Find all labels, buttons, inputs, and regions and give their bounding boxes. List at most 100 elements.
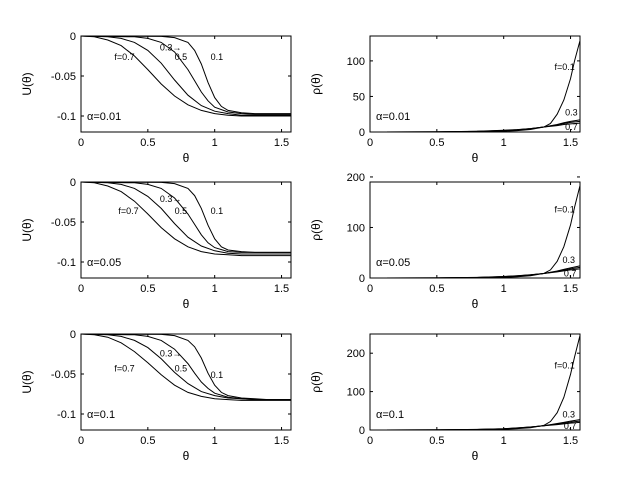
series-line [80,333,291,401]
curve-annotation: 0.1 [211,52,224,62]
x-tick-label: 0 [367,435,373,447]
x-tick-label: 1.5 [563,137,578,149]
curve-annotation: 0.3→ [160,42,182,52]
y-tick-label: -0.05 [51,71,76,83]
plot-frame [80,333,292,431]
series-line [369,421,580,431]
x-tick-label: 1 [212,435,218,447]
x-tick-label: 1.5 [274,283,289,295]
y-tick-label: 0 [359,425,365,437]
curve-annotation: 0.5 [175,52,188,62]
curve-annotation: 0.5 [175,206,188,216]
x-tick-label: 0.5 [429,283,444,295]
y-tick-label: 0 [70,329,76,341]
chart-u-alpha-0.01: 0 0.5 1 1.50-0.05-0.1θU(θ)α=0.01f=0.7 0.50.3… [20,31,292,165]
plot-frame [80,181,292,279]
x-tick-label: 1.5 [563,283,578,295]
y-tick-label: 100 [347,222,365,234]
series-line [80,181,291,257]
y-tick-label: 0 [70,177,76,189]
curve-annotation: 0.3→ [160,194,182,204]
series-line [369,268,580,279]
curve-annotation: f=0.1 [554,204,574,214]
chart-u-alpha-0.05: 0 0.5 1 1.5 0 -0.05 -0.1 θ U(θ) α=0.05 f=0.7 0.5 0.3… [20,177,292,311]
y-tick-label: -0.1 [57,409,76,421]
plots: 0 0.5 1 1.50-0.05-0.1θU(θ)α=0.01f=0.7 0.50.3… [20,31,581,463]
x-tick-label: 0 [367,137,373,149]
x-tick-label: 0.5 [140,283,155,295]
alpha-label: α=0.1 [87,409,115,421]
curve-annotation: 0.3 [565,108,578,118]
series-line [80,35,291,115]
x-tick-label: 1.5 [563,435,578,447]
y-tick-label: -0.1 [57,111,76,123]
chart-rho-alpha-0.01: 0 0.5 1 1.5 0 50 100 θ ρ(θ) α=0.01 f=0.1 0.3 0.7 [309,35,581,165]
x-axis-label: θ [472,151,479,165]
plot-frame [369,333,581,431]
y-axis-label: ρ(θ) [309,73,323,95]
y-tick-label: 200 [347,172,365,184]
x-tick-label: 1 [212,137,218,149]
y-tick-label: 0 [359,127,365,139]
x-tick-label: 0 [78,283,84,295]
curve-annotation: 0.1 [211,370,224,380]
alpha-label: α=0.05 [87,257,121,269]
x-tick-label: 1 [501,435,507,447]
x-axis-label: θ [472,449,479,463]
series-line [80,181,291,255]
x-tick-label: 0.5 [429,137,444,149]
curve-annotation: 0.1 [211,206,224,216]
curve-annotation: 0.3 [563,409,576,419]
plot-frame [369,181,581,279]
y-tick-label: 50 [353,91,365,103]
chart-rho-alpha-0.05: 0 0.5 1 1.5 0 100 200 θ ρ(θ) α=0.05 f=0.1 0.3 0.7 [309,172,581,311]
plot-frame [80,35,292,133]
x-tick-label: 0.5 [140,137,155,149]
chart-rho-alpha-0.1: 0 0.5 1 1.5 0 100 200 θ ρ(θ) α=0.1 f=0.1 0.3 0.7 [309,333,581,463]
y-tick-label: 100 [347,56,365,68]
curve-annotation: 0.5 [175,364,188,374]
x-tick-label: 0.5 [140,435,155,447]
curve-annotation: 0.3 [563,255,576,265]
y-axis-label: U(θ) [20,72,34,95]
y-axis-label: ρ(θ) [309,371,323,393]
y-tick-label: -0.1 [57,257,76,269]
y-axis-label: U(θ) [20,218,34,241]
x-tick-label: 0.5 [429,435,444,447]
curve-annotation: f=0.7 [114,364,134,374]
alpha-label: α=0.01 [87,111,121,123]
curve-annotation: f=0.7 [114,52,134,62]
y-tick-label: 0 [70,31,76,43]
series-line [80,181,291,253]
x-tick-label: 0 [78,137,84,149]
alpha-label: α=0.05 [376,257,410,269]
x-tick-label: 1 [212,283,218,295]
x-tick-label: 0 [78,435,84,447]
x-tick-label: 1 [501,283,507,295]
series-line [80,181,291,253]
curve-annotation: 0.3→ [160,348,182,358]
y-axis-label: ρ(θ) [309,219,323,241]
alpha-label: α=0.01 [376,111,410,123]
y-tick-label: 0 [359,273,365,285]
x-tick-label: 1.5 [274,435,289,447]
y-tick-label: -0.05 [51,217,76,229]
y-tick-label: -0.05 [51,369,76,381]
x-tick-label: 0 [367,283,373,295]
x-tick-label: 1 [501,137,507,149]
x-axis-label: θ [472,297,479,311]
series-line [80,35,291,116]
curve-annotation: 0.7 [565,122,578,132]
curve-annotation: f=0.1 [554,361,574,371]
y-tick-label: 100 [347,387,365,399]
curve-annotation: 0.7 [564,268,577,278]
alpha-label: α=0.1 [376,409,404,421]
series-line [369,122,580,133]
x-axis-label: θ [183,151,190,165]
series-line [80,35,291,115]
x-axis-label: θ [183,297,190,311]
curve-annotation: 0.7 [564,421,577,431]
chart-u-alpha-0.1: 0 0.5 1 1.5 0 -0.05 -0.1 θ U(θ) α=0.1 f=0.7 0.5 0.3→… [20,329,292,463]
plot-frame [369,35,581,133]
